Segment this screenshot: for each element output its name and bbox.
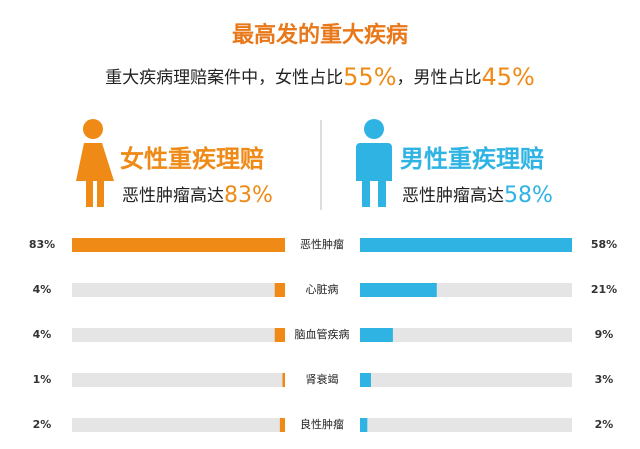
legend-entry: 男性重疾理赔 bbox=[400, 145, 544, 173]
track bbox=[72, 283, 285, 297]
value-label: 1% bbox=[33, 373, 52, 386]
male-icon bbox=[356, 119, 392, 207]
bar bbox=[360, 238, 572, 252]
category-label: 肾衰竭 bbox=[306, 372, 339, 386]
value-label: 21% bbox=[591, 283, 617, 296]
category-label: 脑血管疾病 bbox=[295, 327, 350, 341]
subtitle-text: ，男性占比 bbox=[397, 68, 482, 88]
value-label: 83% bbox=[29, 238, 55, 251]
bar bbox=[282, 373, 285, 387]
track bbox=[360, 373, 572, 387]
bar bbox=[274, 283, 285, 297]
value-label: 58% bbox=[591, 238, 617, 251]
category-label: 心脏病 bbox=[306, 282, 339, 296]
subtitle-text: 重大疾病理赔案件中，女性占比 bbox=[105, 68, 343, 88]
annotation-text: 恶性肿瘤高达 bbox=[402, 186, 504, 206]
value-label: 2% bbox=[595, 418, 614, 431]
value-label: 4% bbox=[33, 328, 52, 341]
value-label: 3% bbox=[595, 373, 614, 386]
annotation-highlight: 83% bbox=[224, 183, 273, 208]
category-label: 恶性肿瘤 bbox=[300, 237, 344, 251]
track bbox=[360, 418, 572, 432]
track bbox=[360, 328, 572, 342]
value-label: 4% bbox=[33, 283, 52, 296]
subtitle: 重大疾病理赔案件中，女性占比55%，男性占比45% bbox=[105, 63, 535, 91]
annotation-highlight: 58% bbox=[504, 183, 553, 208]
track bbox=[72, 373, 285, 387]
annotation-text: 恶性肿瘤高达 bbox=[122, 186, 224, 206]
female-icon bbox=[76, 119, 114, 207]
bar bbox=[279, 418, 285, 432]
bar bbox=[360, 283, 437, 297]
bar bbox=[274, 328, 285, 342]
track bbox=[72, 418, 285, 432]
bar bbox=[360, 328, 393, 342]
bar bbox=[360, 373, 371, 387]
subtitle-highlight: 55% bbox=[343, 63, 396, 91]
annotation: 恶性肿瘤高达83% bbox=[122, 183, 273, 208]
chart-title: 最高发的重大疾病 bbox=[232, 22, 408, 48]
value-label: 9% bbox=[595, 328, 614, 341]
annotation: 恶性肿瘤高达58% bbox=[402, 183, 553, 208]
bar bbox=[72, 238, 285, 252]
bar bbox=[360, 418, 368, 432]
value-label: 2% bbox=[33, 418, 52, 431]
category-label: 良性肿瘤 bbox=[300, 417, 344, 431]
legend-entry: 女性重疾理赔 bbox=[120, 145, 264, 173]
subtitle-highlight: 45% bbox=[482, 63, 535, 91]
track bbox=[72, 328, 285, 342]
